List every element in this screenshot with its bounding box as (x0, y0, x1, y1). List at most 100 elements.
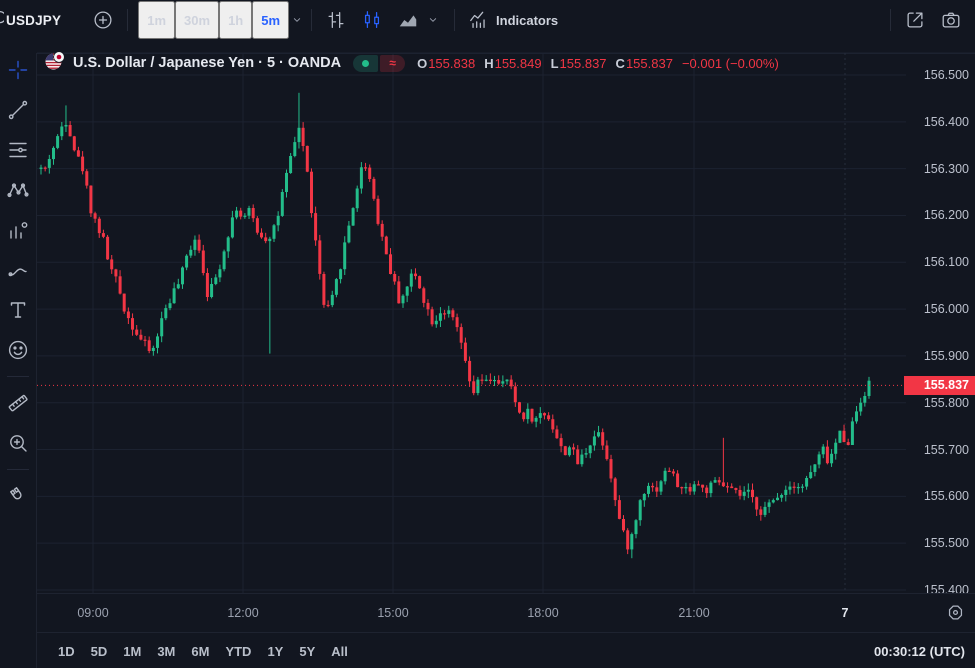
status-badges: ≈ (353, 54, 406, 72)
clock[interactable]: 00:30:12 (UTC) (873, 643, 965, 659)
ruler-tool[interactable] (0, 383, 36, 423)
range-ytd-button[interactable]: YTD (217, 641, 259, 662)
emoji-icon (6, 338, 30, 362)
symbol-name[interactable]: USDJPY (6, 12, 62, 28)
time-axis[interactable]: 09:00 12:00 15:00 18:00 21:00 7 (36, 593, 975, 633)
toolbar-separator (7, 376, 29, 377)
open-value: 155.838 (428, 55, 476, 71)
symbol-search-icon[interactable] (0, 7, 4, 34)
trend-line-icon (6, 98, 30, 122)
symbol-flags-icon (45, 50, 65, 76)
emoji-tool[interactable] (0, 330, 36, 370)
close-value: 155.837 (625, 55, 673, 71)
zoom-in-icon (6, 431, 30, 455)
toolbar-divider (311, 9, 313, 31)
timeframe-1m[interactable]: 1m (138, 1, 176, 39)
high-value: 155.849 (494, 55, 542, 71)
range-1y-button[interactable]: 1Y (259, 641, 291, 662)
magnet-tool[interactable] (0, 476, 36, 516)
range-6m-button[interactable]: 6M (183, 641, 217, 662)
range-3m-button[interactable]: 3M (149, 641, 183, 662)
current-price-label: 155.837 (904, 375, 975, 395)
range-5y-button[interactable]: 5Y (291, 641, 323, 662)
share-button[interactable] (897, 1, 933, 39)
text-tool-icon (6, 298, 30, 322)
plus-circle-icon (92, 9, 114, 31)
text-tool-tool[interactable] (0, 290, 36, 330)
price-tick-label: 155.600 (923, 489, 969, 504)
price-tick-label: 155.900 (923, 348, 969, 363)
snapshot-button[interactable] (933, 1, 969, 39)
forecast-tool[interactable] (0, 210, 36, 250)
timeframe-5m[interactable]: 5m (252, 1, 290, 39)
range-1m-button[interactable]: 1M (115, 641, 149, 662)
low-label: L (550, 55, 559, 71)
forecast-icon (6, 218, 30, 242)
price-tick-label: 156.100 (923, 255, 969, 270)
time-tick-label: 12:00 (227, 606, 259, 620)
price-tick-label: 155.700 (923, 442, 969, 457)
area-chart-type-button[interactable] (390, 1, 448, 39)
change-value: −0.001 (−0.00%) (681, 55, 779, 71)
zoom-in-tool[interactable] (0, 423, 36, 463)
low-value: 155.837 (559, 55, 607, 71)
candlestick-chart[interactable] (37, 39, 975, 593)
toolbar-divider (127, 9, 129, 31)
fib-lines-icon (6, 138, 30, 162)
price-tick-label: 155.800 (923, 395, 969, 410)
xabcd-pattern-icon (6, 178, 30, 202)
magnet-icon (6, 484, 30, 508)
range-1d-button[interactable]: 1D (50, 641, 83, 662)
drawing-toolbar (0, 50, 36, 516)
timeframe-30m[interactable]: 30m (175, 1, 220, 39)
candles-chart-icon (361, 9, 383, 31)
indicators-button[interactable]: Indicators (461, 1, 565, 39)
trend-line-tool[interactable] (0, 90, 36, 130)
timeframe-group: 1m 30m 1h 5m (138, 1, 290, 39)
time-tick-label: 15:00 (377, 606, 409, 620)
ruler-icon (6, 391, 30, 415)
external-link-icon (904, 9, 926, 31)
fib-lines-tool[interactable] (0, 130, 36, 170)
candles-chart-type-button[interactable] (354, 1, 390, 39)
brush-icon (6, 258, 30, 282)
price-tick-label: 156.200 (923, 208, 969, 223)
close-label: C (615, 55, 625, 71)
chart-title[interactable]: U.S. Dollar / Japanese Yen · 5 · OANDA (73, 55, 342, 71)
range-5d-button[interactable]: 5D (83, 641, 116, 662)
time-tick-label: 21:00 (678, 606, 710, 620)
crosshair-tool[interactable] (0, 50, 36, 90)
toolbar-divider (454, 9, 456, 31)
chart-legend: U.S. Dollar / Japanese Yen · 5 · OANDA ≈… (45, 50, 779, 76)
delayed-data-badge[interactable]: ≈ (380, 54, 406, 72)
indicators-icon (468, 9, 490, 31)
time-tick-label: 09:00 (77, 606, 109, 620)
market-open-dot-icon (362, 59, 370, 67)
price-tick-label: 155.500 (923, 536, 969, 551)
price-tick-label: 156.500 (923, 68, 969, 82)
price-axis[interactable]: 155.837 156.500 156.400 156.300 156.200 156.… (900, 39, 975, 597)
high-label: H (484, 55, 494, 71)
compare-add-symbol-button[interactable] (85, 1, 121, 39)
brush-tool[interactable] (0, 250, 36, 290)
chevron-down-icon[interactable] (289, 12, 305, 28)
indicators-label: Indicators (496, 12, 559, 28)
timeframe-1h[interactable]: 1h (219, 1, 253, 39)
bottom-toolbar: 1D 5D 1M 3M 6M YTD 1Y 5Y All 00:30:12 (UTC) (0, 634, 975, 668)
bar-chart-type-button[interactable] (318, 1, 354, 39)
market-status-badge[interactable] (353, 54, 379, 72)
panel-divider (36, 53, 37, 668)
price-tick-label: 156.400 (923, 114, 969, 129)
price-tick-label: 156.300 (923, 161, 969, 176)
axis-settings-icon[interactable] (946, 603, 965, 625)
open-label: O (417, 55, 428, 71)
chevron-down-icon (425, 12, 441, 28)
time-tick-label: 7 (841, 606, 849, 620)
toolbar-divider (890, 9, 891, 31)
price-tick-label: 156.000 (923, 302, 969, 317)
camera-icon (940, 9, 962, 31)
top-toolbar: USDJPY 1m 30m 1h 5m Indicators (0, 0, 975, 40)
xabcd-pattern-tool[interactable] (0, 170, 36, 210)
range-all-button[interactable]: All (323, 641, 356, 662)
area-chart-icon (397, 9, 419, 31)
